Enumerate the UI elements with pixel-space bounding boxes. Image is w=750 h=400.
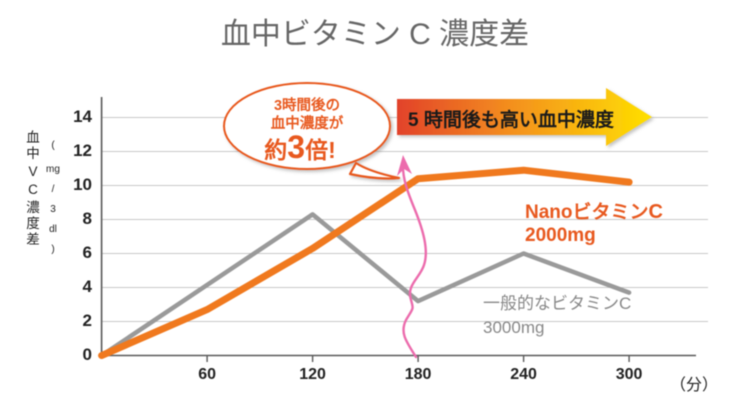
svg-text:一般的なビタミンC: 一般的なビタミンC <box>483 294 631 313</box>
svg-text:3時間後の: 3時間後の <box>274 96 340 114</box>
svg-text:120: 120 <box>299 366 326 383</box>
svg-text:中: 中 <box>26 146 40 161</box>
svg-text:血: 血 <box>26 130 40 145</box>
svg-text:V: V <box>28 164 37 179</box>
svg-text:0: 0 <box>83 345 92 364</box>
svg-text:NanoビタミンC: NanoビタミンC <box>525 201 663 223</box>
svg-text:C: C <box>28 182 38 197</box>
svg-text:2000mg: 2000mg <box>525 225 596 246</box>
svg-text:): ) <box>51 244 54 255</box>
svg-text:3: 3 <box>50 204 56 215</box>
svg-text:血中濃度が: 血中濃度が <box>271 114 344 132</box>
svg-text:dl: dl <box>49 224 57 235</box>
svg-text:2: 2 <box>83 311 92 330</box>
svg-text:8: 8 <box>83 209 92 228</box>
svg-text:（分）: （分） <box>670 376 718 394</box>
svg-text:血中ビタミン C 濃度差: 血中ビタミン C 濃度差 <box>221 18 529 51</box>
svg-text:14: 14 <box>73 107 92 126</box>
svg-text:240: 240 <box>510 366 537 383</box>
svg-text:60: 60 <box>198 366 216 383</box>
svg-text:4: 4 <box>83 277 93 296</box>
svg-text:濃: 濃 <box>26 200 40 215</box>
svg-text:12: 12 <box>73 141 92 160</box>
svg-text:6: 6 <box>83 243 92 262</box>
svg-text:/: / <box>52 184 55 195</box>
svg-text:10: 10 <box>73 175 92 194</box>
svg-text:mg: mg <box>46 164 60 175</box>
svg-text:5 時間後も高い血中濃度: 5 時間後も高い血中濃度 <box>408 108 615 131</box>
svg-text:300: 300 <box>616 366 643 383</box>
svg-text:3000mg: 3000mg <box>483 318 544 337</box>
svg-text:差: 差 <box>26 232 40 247</box>
svg-text:180: 180 <box>405 366 432 383</box>
svg-text:度: 度 <box>26 216 40 231</box>
